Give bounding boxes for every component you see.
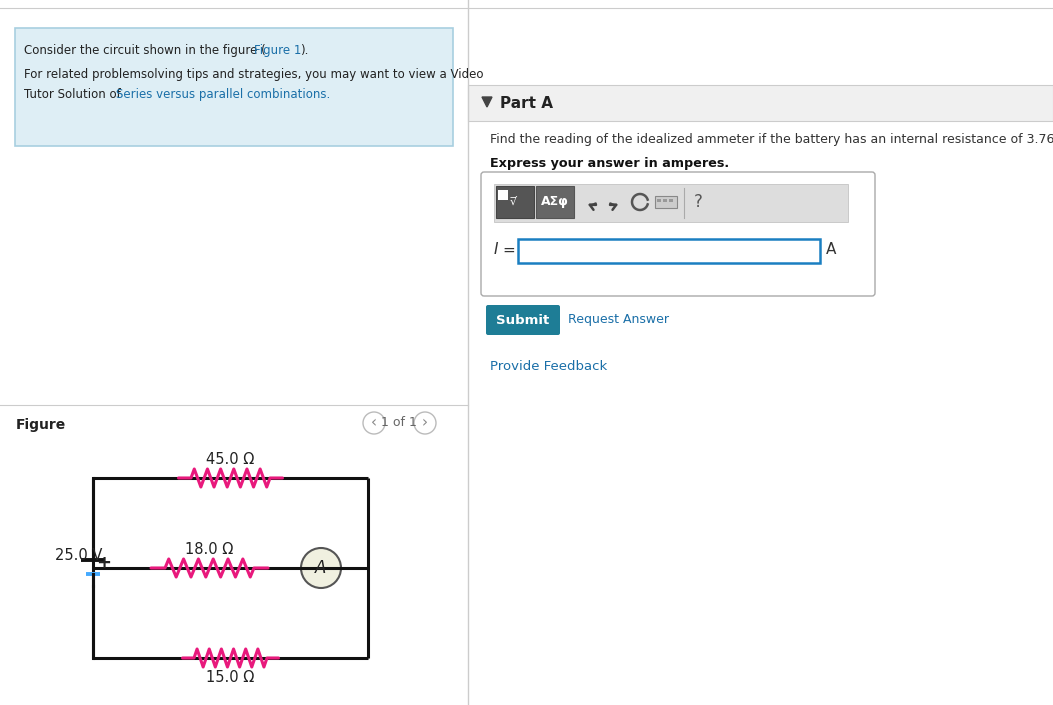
Bar	[494, 184, 848, 222]
Text: Consider the circuit shown in the figure (: Consider the circuit shown in the figure…	[24, 44, 265, 57]
Text: AΣφ: AΣφ	[541, 195, 569, 209]
Text: Tutor Solution of: Tutor Solution of	[24, 88, 124, 101]
Text: I: I	[494, 243, 498, 257]
Text: Find the reading of the idealized ammeter if the battery has an internal resista: Find the reading of the idealized ammete…	[490, 133, 1053, 146]
Bar	[518, 239, 820, 263]
Text: +: +	[96, 554, 111, 572]
Bar	[536, 186, 574, 218]
Text: 45.0 Ω: 45.0 Ω	[206, 453, 255, 467]
Text: Figure: Figure	[16, 418, 66, 432]
Text: A: A	[315, 559, 326, 577]
Text: A: A	[826, 243, 836, 257]
Text: 25.0 V: 25.0 V	[55, 548, 102, 563]
Text: Figure 1: Figure 1	[254, 44, 301, 57]
Text: Submit: Submit	[496, 314, 550, 326]
Text: √̅: √̅	[510, 197, 517, 207]
Bar	[669, 199, 673, 202]
Bar	[496, 186, 534, 218]
Polygon shape	[482, 97, 492, 107]
Text: For related problemsolving tips and strategies, you may want to view a Video: For related problemsolving tips and stra…	[24, 68, 483, 81]
FancyBboxPatch shape	[486, 305, 560, 335]
Text: ?: ?	[694, 193, 702, 211]
Circle shape	[301, 548, 341, 588]
Bar	[468, 85, 1053, 121]
Text: ‹: ‹	[371, 415, 377, 431]
Text: 15.0 Ω: 15.0 Ω	[206, 670, 255, 685]
Text: 18.0 Ω: 18.0 Ω	[185, 543, 234, 558]
Text: 1 of 1: 1 of 1	[381, 417, 417, 429]
Text: =: =	[502, 243, 515, 257]
Text: ›: ›	[422, 415, 428, 431]
Text: Provide Feedback: Provide Feedback	[490, 360, 608, 373]
Bar	[657, 199, 661, 202]
Text: ).: ).	[300, 44, 309, 57]
FancyBboxPatch shape	[15, 28, 453, 146]
Text: Series versus parallel combinations.: Series versus parallel combinations.	[116, 88, 331, 101]
FancyBboxPatch shape	[481, 172, 875, 296]
Circle shape	[363, 412, 385, 434]
Circle shape	[414, 412, 436, 434]
Text: Request Answer: Request Answer	[568, 314, 669, 326]
Bar	[663, 199, 667, 202]
Text: Express your answer in amperes.: Express your answer in amperes.	[490, 157, 729, 170]
Text: Part A: Part A	[500, 95, 553, 111]
Bar	[498, 190, 508, 200]
Bar	[655, 196, 677, 208]
